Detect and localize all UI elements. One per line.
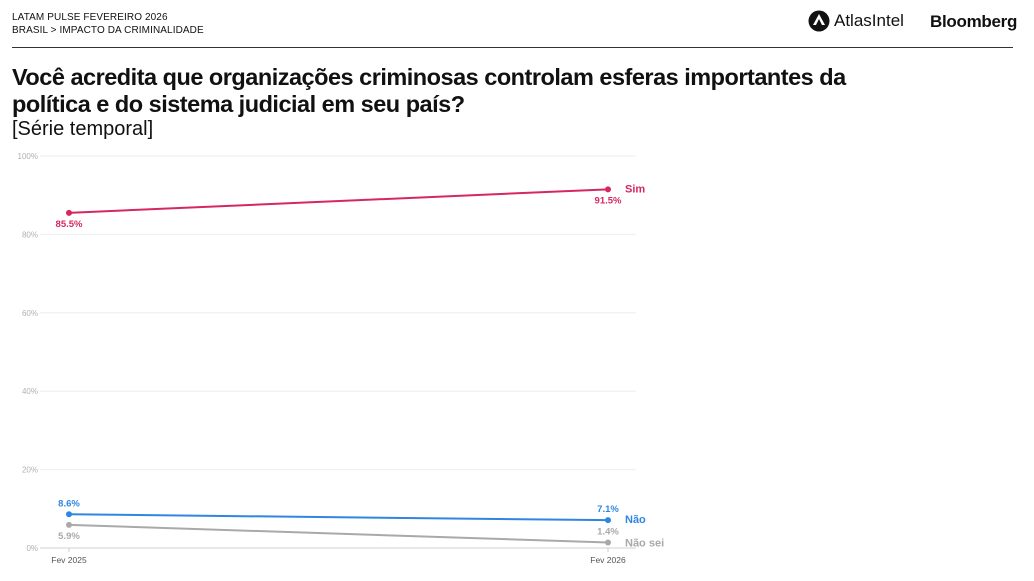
report-header: LATAM PULSE FEVEREIRO 2026 BRASIL > IMPA… bbox=[12, 11, 204, 37]
x-tick-label: Fev 2025 bbox=[51, 555, 87, 565]
data-label-n-o-sei: 1.4% bbox=[597, 527, 619, 538]
data-point-n-o-sei bbox=[605, 539, 611, 546]
data-label-n-o: 8.6% bbox=[58, 498, 80, 509]
bloomberg-logo: Bloomberg bbox=[930, 12, 1018, 31]
breadcrumb: BRASIL > IMPACTO DA CRIMINALIDADE bbox=[12, 25, 204, 36]
data-point-sim bbox=[605, 186, 611, 193]
y-tick-label: 0% bbox=[26, 544, 38, 553]
atlasintel-logo: AtlasIntel bbox=[808, 10, 904, 32]
y-tick-label: 60% bbox=[22, 309, 38, 318]
data-label-n-o: 7.1% bbox=[597, 504, 619, 515]
atlasintel-logo-icon bbox=[808, 10, 830, 32]
report-title-line: LATAM PULSE FEVEREIRO 2026 bbox=[12, 12, 168, 23]
data-label-sim: 85.5% bbox=[56, 219, 83, 230]
data-label-n-o-sei: 5.9% bbox=[58, 531, 80, 542]
chart-title: Você acredita que organizações criminosa… bbox=[12, 64, 846, 117]
data-point-sim bbox=[66, 209, 72, 216]
chart-subtitle: [Série temporal] bbox=[12, 118, 154, 140]
header-divider bbox=[12, 47, 1013, 48]
data-point-n-o bbox=[605, 517, 611, 524]
x-tick-label: Fev 2026 bbox=[590, 555, 626, 565]
series-line-n-o-sei bbox=[68, 523, 609, 544]
series-line-n-o bbox=[68, 513, 609, 522]
data-label-sim: 91.5% bbox=[595, 195, 622, 206]
data-point-n-o-sei bbox=[66, 521, 72, 528]
series-name-n-o: Não bbox=[625, 514, 646, 526]
y-tick-label: 80% bbox=[22, 230, 38, 239]
y-tick-label: 40% bbox=[22, 387, 38, 396]
y-tick-label: 20% bbox=[22, 466, 38, 475]
series-name-sim: Sim bbox=[625, 183, 645, 195]
series-line-sim bbox=[68, 188, 609, 214]
y-tick-label: 100% bbox=[18, 152, 38, 161]
data-point-n-o bbox=[66, 511, 72, 518]
atlasintel-wordmark: AtlasIntel bbox=[834, 11, 904, 30]
series-name-n-o-sei: Não sei bbox=[625, 538, 664, 550]
